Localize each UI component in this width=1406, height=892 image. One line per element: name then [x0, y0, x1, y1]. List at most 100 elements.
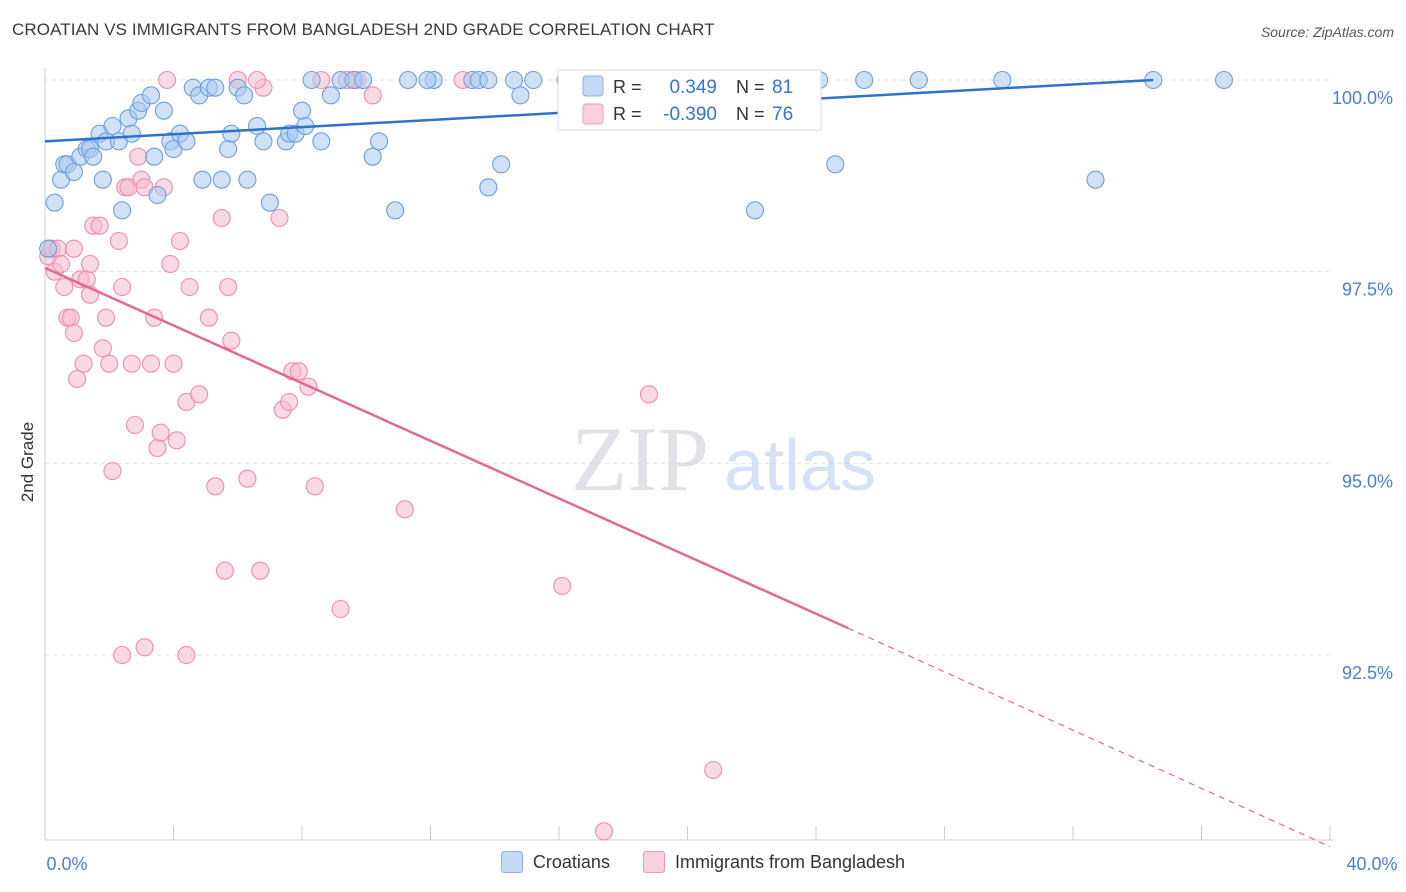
croatian-point [113, 201, 132, 220]
legend-n-value-1: 81 [772, 77, 793, 98]
gridlines: 92.5% 95.0% 97.5% 100.0% [45, 79, 1393, 683]
croatian-point [492, 155, 511, 174]
bangladesh-point [80, 254, 100, 274]
croatian-point [247, 116, 267, 136]
croatian-point [238, 170, 257, 189]
bangladesh-point [141, 354, 161, 373]
croatian-point [855, 70, 874, 90]
bangladesh-point [135, 638, 154, 657]
croatian-point [386, 201, 405, 220]
chart-title: CROATIAN VS IMMIGRANTS FROM BANGLADESH 2… [12, 20, 715, 39]
bangladesh-point [305, 477, 324, 496]
bangladesh-point [109, 231, 128, 251]
bottom-legend: Croatians Immigrants from Bangladesh [0, 851, 1406, 878]
bangladesh-point [151, 423, 170, 442]
croatian-point [321, 86, 340, 105]
bangladesh-point [61, 308, 80, 327]
croatians-swatch [500, 851, 523, 873]
croatian-point [145, 147, 164, 166]
legend-n-label-2: N = [736, 104, 765, 124]
croatian-point [479, 70, 498, 90]
source-credit: Source: ZipAtlas.com [1260, 24, 1394, 40]
legend-item-bangladesh[interactable]: Immigrants from Bangladesh [642, 851, 906, 873]
bangladesh-point [55, 277, 74, 297]
croatian-point [235, 86, 254, 105]
bangladesh-point [363, 86, 382, 105]
bangladesh-point [212, 208, 231, 228]
bangladesh-point [148, 438, 167, 458]
bangladesh-point [331, 599, 350, 619]
y-tick-label: 92.5% [1342, 663, 1393, 683]
bangladesh-point [68, 369, 87, 389]
croatian-point [64, 162, 83, 182]
croatian-point [826, 155, 845, 174]
bangladesh-point [238, 469, 257, 488]
y-tick-label: 95.0% [1342, 471, 1393, 491]
croatian-point [312, 132, 331, 151]
y-tick-label: 97.5% [1342, 280, 1393, 300]
bangladesh-point [199, 308, 218, 327]
croatian-point [206, 78, 225, 97]
croatian-point [511, 86, 530, 105]
bangladesh-point [74, 354, 93, 373]
bangladesh-point [251, 561, 270, 580]
croatian-point [524, 70, 543, 90]
croatian-point [39, 239, 58, 258]
legend-label-bangladesh: Immigrants from Bangladesh [674, 851, 906, 872]
bangladesh-point [164, 354, 183, 373]
bangladesh-point [594, 822, 614, 841]
bangladesh-point [280, 392, 299, 412]
bangladesh-point [704, 760, 723, 780]
croatian-point [154, 101, 173, 120]
legend-swatch-croatians [582, 75, 604, 97]
croatian-point [909, 70, 928, 90]
croatian-point [418, 70, 437, 90]
bangladesh-point [52, 254, 71, 274]
bangladesh-point [215, 561, 234, 580]
watermark-atlas: atlas [724, 426, 876, 506]
bangladesh-point [90, 216, 109, 235]
croatian-point [93, 170, 112, 189]
bangladesh-point [190, 385, 209, 404]
bangladesh-point [158, 70, 177, 90]
bangladesh-point [553, 576, 572, 596]
bangladesh-trendline-extension [847, 627, 1331, 848]
croatian-point [479, 178, 498, 197]
axes [44, 68, 1334, 841]
bangladesh-point [96, 308, 116, 327]
legend-swatch-bangladesh [582, 103, 604, 125]
croatian-point [45, 193, 64, 212]
croatian-point [122, 124, 141, 143]
legend-n-value-2: 76 [772, 104, 793, 125]
croatian-point [148, 185, 167, 205]
croatian-point [212, 170, 231, 189]
watermark-zip: ZIP [571, 408, 709, 510]
croatian-point [398, 70, 418, 90]
bangladesh-point [639, 385, 659, 404]
croatian-point [745, 201, 765, 220]
croatian-point [504, 70, 524, 90]
bangladesh-point [289, 362, 308, 381]
croatian-point [84, 147, 103, 166]
bangladesh-point [64, 323, 83, 343]
y-axis-label: 2nd Grade [18, 422, 37, 502]
croatian-point [363, 147, 382, 166]
bangladesh-point [161, 254, 180, 274]
bangladesh-trendline [44, 266, 849, 630]
bangladesh-point [222, 331, 241, 350]
bangladesh-point [395, 500, 414, 519]
x-tick-label-min: 0.0% [46, 854, 87, 874]
legend-item-croatians[interactable]: Croatians [500, 851, 610, 873]
bangladesh-point [167, 431, 186, 450]
bangladesh-point [177, 645, 196, 665]
legend-r-label-2: R = [613, 104, 642, 124]
bangladesh-point [113, 277, 132, 297]
croatian-point [260, 193, 279, 212]
bangladesh-point [270, 208, 289, 228]
legend-r-label-1: R = [613, 77, 642, 97]
croatian-point [177, 132, 196, 151]
croatian-point [1214, 70, 1234, 90]
croatian-point [292, 101, 312, 120]
bangladesh-point [206, 477, 225, 496]
croatian-point [993, 70, 1012, 90]
